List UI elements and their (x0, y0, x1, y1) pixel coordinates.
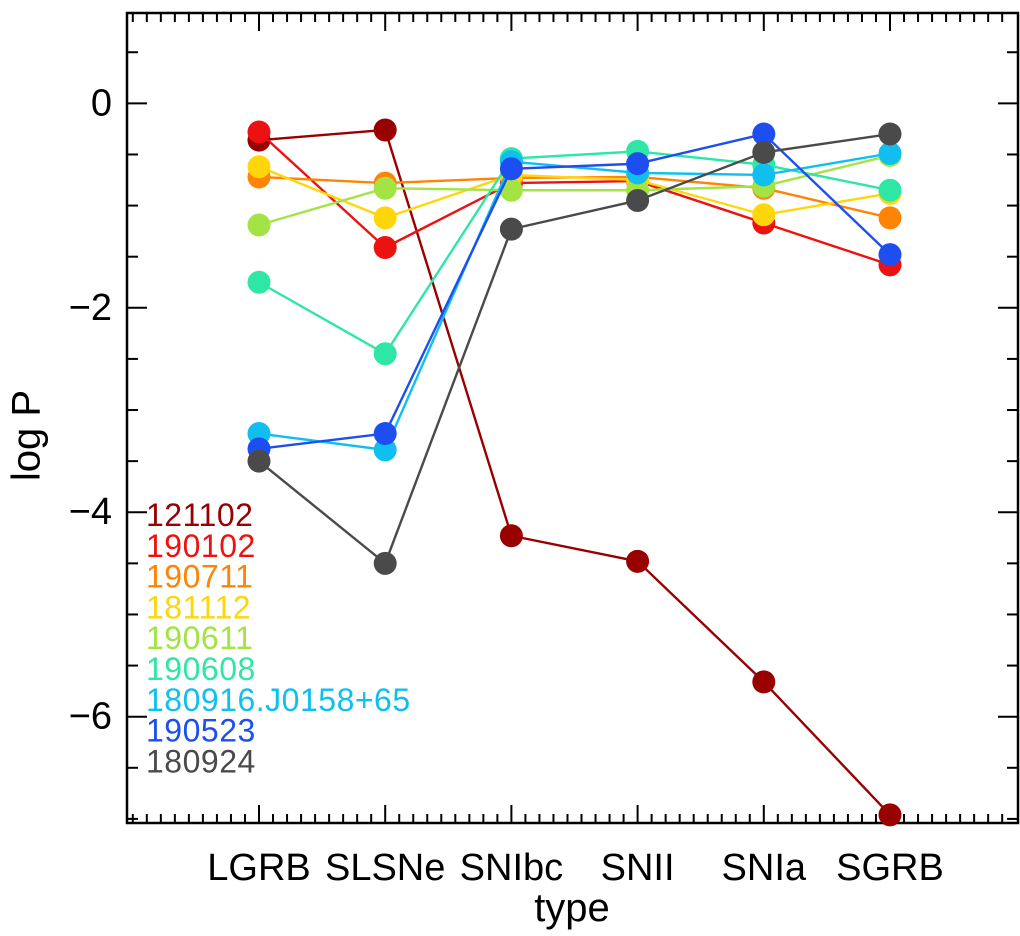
x-tick-label-LGRB: LGRB (207, 847, 310, 889)
x-tick-label-SNIa: SNIa (722, 847, 807, 889)
data-point-180924-SNIbc (499, 217, 523, 241)
y-tick-label-−4: −4 (69, 491, 112, 533)
y-tick-label-−2: −2 (69, 287, 112, 329)
x-tick-label-SNII: SNII (601, 847, 675, 889)
series-line-190611 (258, 154, 891, 227)
data-point-190611-SNIbc (499, 178, 523, 202)
data-point-190523-SNIa (752, 122, 776, 146)
data-point-190523-SGRB (878, 243, 902, 267)
data-point-180916.J0158+65-SNIa (752, 163, 776, 187)
data-point-180924-SLSNe (373, 551, 397, 575)
data-point-190611-LGRB (247, 213, 271, 237)
x-tick-label-SGRB: SGRB (836, 847, 944, 889)
data-point-190102-SLSNe (373, 235, 397, 259)
data-point-180924-SGRB (878, 122, 902, 146)
data-point-181112-SNIa (752, 203, 776, 227)
data-point-181112-SLSNe (373, 206, 397, 230)
legend-label-190102: 190102 (146, 528, 256, 564)
data-point-190523-SNII (626, 152, 650, 176)
data-point-190611-SLSNe (373, 176, 397, 200)
legend-label-180924: 180924 (146, 743, 256, 779)
x-tick-label-SNIbc: SNIbc (460, 847, 563, 889)
data-point-180924-SNIa (752, 140, 776, 164)
y-tick-label-0: 0 (91, 82, 112, 124)
data-point-121102-SNIbc (499, 524, 523, 548)
data-point-180924-LGRB (247, 449, 271, 473)
series-line-190523 (258, 132, 891, 451)
legend-label-180916.J0158+65: 180916.J0158+65 (146, 682, 411, 718)
data-point-190711-SGRB (878, 206, 902, 230)
x-tick-label-SLSNe: SLSNe (325, 847, 445, 889)
data-point-190608-SLSNe (373, 342, 397, 366)
data-point-190523-SLSNe (373, 422, 397, 446)
data-point-190608-LGRB (247, 270, 271, 294)
legend-label-121102: 121102 (146, 497, 253, 533)
legend-label-181112: 181112 (146, 589, 251, 625)
data-point-180924-SNII (626, 188, 650, 212)
data-point-121102-SNII (626, 549, 650, 573)
legend-label-190523: 190523 (146, 713, 256, 749)
plot-frame (125, 11, 1020, 825)
legend-label-190608: 190608 (146, 651, 256, 687)
y-tick-label-−6: −6 (69, 696, 112, 738)
legend-label-190611: 190611 (146, 620, 253, 656)
data-point-121102-SNIa (752, 670, 776, 694)
legend-label-190711: 190711 (146, 559, 253, 595)
data-point-180916.J0158+65-SLSNe (373, 438, 397, 462)
series-line-190608 (258, 150, 891, 356)
data-point-190608-SGRB (878, 178, 902, 202)
data-point-121102-SGRB (878, 803, 902, 827)
data-point-190102-LGRB (247, 120, 271, 144)
data-point-180916.J0158+65-SGRB (878, 141, 902, 165)
data-point-181112-LGRB (247, 155, 271, 179)
data-point-190523-SNIbc (499, 157, 523, 181)
series-line-190102 (258, 131, 891, 267)
y-axis-title: log P (4, 389, 49, 482)
data-point-121102-SLSNe (373, 118, 397, 142)
series-line-121102 (258, 128, 891, 816)
x-axis-title: type (534, 886, 610, 930)
series-line-181112 (258, 165, 891, 220)
series-line-180924 (258, 132, 891, 566)
